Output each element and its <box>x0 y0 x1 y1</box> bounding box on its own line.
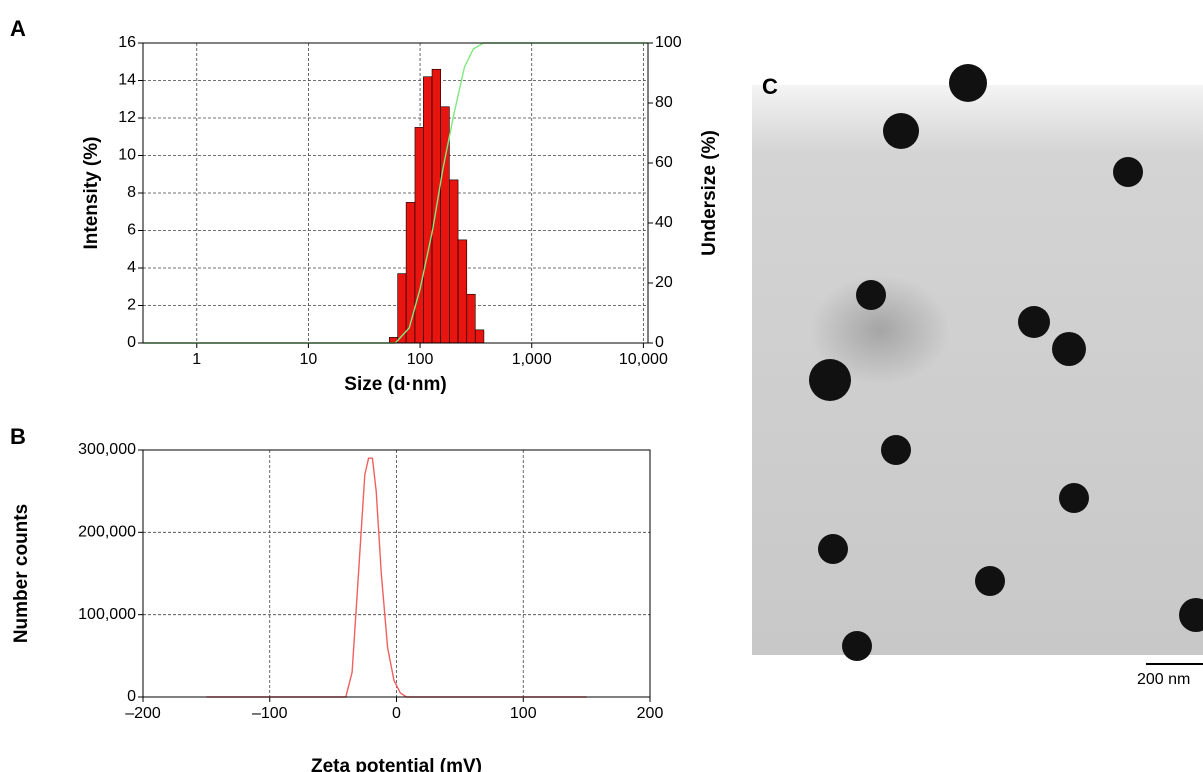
y-tick-label: 8 <box>127 184 136 201</box>
x-tick-label: 10,000 <box>619 351 668 368</box>
x-tick-label: 1,000 <box>512 351 552 368</box>
y-tick-label: 6 <box>127 222 136 239</box>
scale-bar-label: 200 nm <box>1137 671 1190 688</box>
y-tick-label: 2 <box>127 297 136 314</box>
panel-label: B <box>10 424 26 449</box>
x-tick-label: –100 <box>252 705 288 722</box>
y-tick-label: 0 <box>127 334 136 351</box>
y-axis-title: Intensity (%) <box>81 137 102 250</box>
y2-tick-label: 60 <box>655 154 673 171</box>
x-tick-label: –200 <box>125 705 161 722</box>
particles <box>809 64 1203 661</box>
y-tick-label: 100,000 <box>78 606 136 623</box>
bar <box>466 293 476 344</box>
chart: B –200 –100 0 100 200 0 100,000 200,000 300,000 Ze… <box>10 424 663 772</box>
y2-tick-label: 40 <box>655 214 673 231</box>
x-tick-label: 100 <box>510 705 537 722</box>
data-line <box>206 457 587 698</box>
y2-axis-title: Undersize (%) <box>699 130 720 256</box>
x-tick-label: 1 <box>192 351 201 368</box>
y2-tick-label: 80 <box>655 94 673 111</box>
y-tick-label: 4 <box>127 259 136 276</box>
stain-halo <box>810 275 950 385</box>
y-tick-label: 0 <box>127 688 136 705</box>
y-tick-label: 200,000 <box>78 524 136 541</box>
y-tick-label: 10 <box>118 147 136 164</box>
y-tick-label: 14 <box>118 72 136 89</box>
x-axis-title: Zeta potential (mV) <box>311 756 482 772</box>
y-tick-label: 12 <box>118 109 136 126</box>
plot-frame <box>142 42 649 344</box>
tem-image: C 200 nm <box>752 64 1203 688</box>
x-axis-title: Size (d·nm) <box>344 374 446 395</box>
y-tick-label: 16 <box>118 34 136 51</box>
x-tick-label: 0 <box>392 705 401 722</box>
chart: A1 10 100 1,000 10,0000246810121416020406080… <box>10 16 720 395</box>
y2-tick-label: 20 <box>655 274 673 291</box>
bar <box>457 239 468 344</box>
panel-label: A <box>10 16 26 41</box>
bar <box>414 127 424 344</box>
y2-tick-label: 100 <box>655 34 682 51</box>
x-tick-label: 200 <box>637 705 664 722</box>
bar <box>423 76 433 344</box>
bar <box>474 329 485 344</box>
plot-frame <box>142 449 651 698</box>
bar <box>449 179 459 344</box>
x-tick-label: 100 <box>407 351 434 368</box>
y-axis-title: Number counts <box>11 504 32 643</box>
x-tick-label: 10 <box>300 351 318 368</box>
panel-label: C <box>762 74 778 99</box>
y-tick-label: 300,000 <box>78 441 136 458</box>
y2-tick-label: 0 <box>655 334 664 351</box>
